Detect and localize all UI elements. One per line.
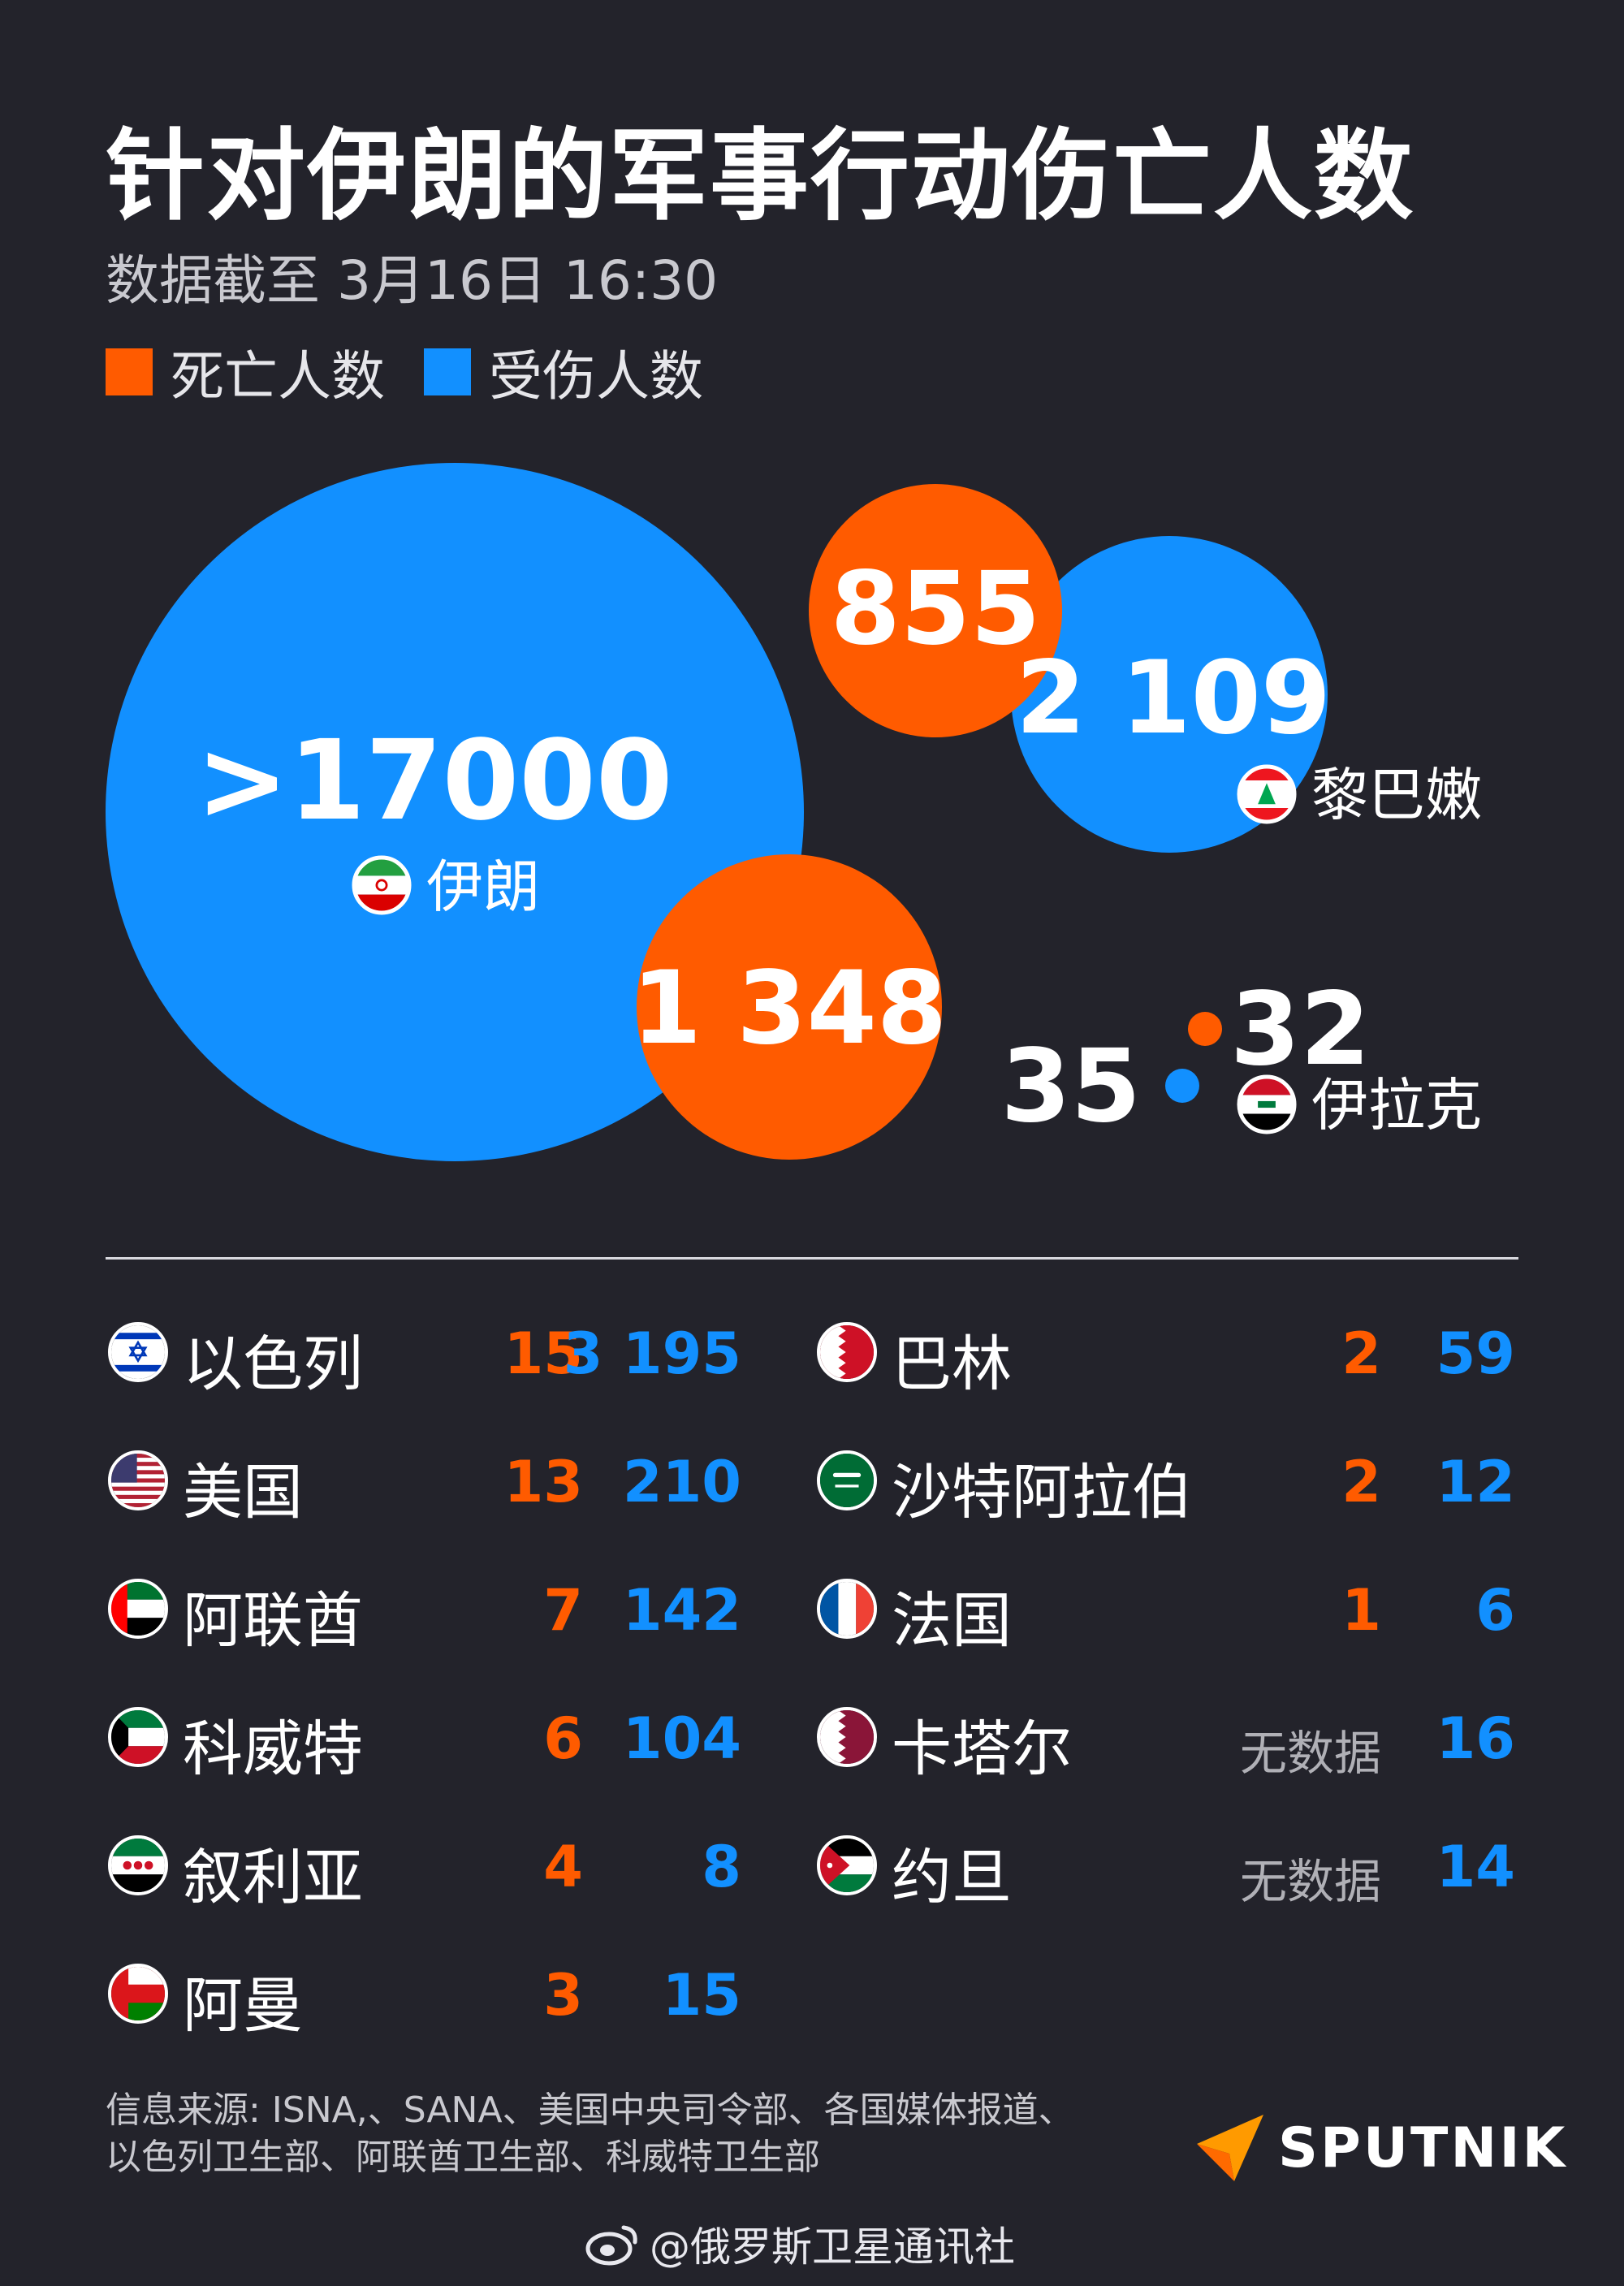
country-name: 巴林 — [892, 1329, 1012, 1399]
sputnik-wordmark: SPUTNIK — [1278, 2115, 1568, 2180]
table-row: 卡塔尔 无数据 16 — [817, 1692, 1531, 1784]
syria-flag-icon — [108, 1835, 168, 1895]
table-row: 科威特 6 104 — [108, 1692, 823, 1784]
chart-legend: 死亡人数 受伤人数 — [106, 339, 742, 408]
injured-value: 15 — [662, 1962, 741, 2029]
country-name: 叙利亚 — [183, 1843, 363, 1912]
lebanon-flag-icon — [1237, 764, 1297, 824]
deaths-value: 1 — [1341, 1577, 1381, 1644]
label-iran: 伊朗 — [426, 853, 540, 920]
table-row: 以色列 15 3 195 — [108, 1307, 823, 1399]
france-flag-icon — [817, 1579, 877, 1639]
table-row: 美国 13 210 — [108, 1436, 823, 1528]
table-row: 沙特阿拉伯 2 12 — [817, 1436, 1531, 1528]
value-lebanon-injured: 2 109 — [1016, 640, 1331, 757]
iran-flag-icon — [352, 855, 412, 915]
table-row: 约旦 无数据 14 — [817, 1821, 1531, 1912]
legend-deaths: 死亡人数 — [106, 333, 385, 411]
watermark-text: @俄罗斯卫星通讯社 — [650, 2223, 1015, 2271]
saudi-flag-icon — [817, 1450, 877, 1510]
legend-injured-swatch — [424, 348, 471, 395]
deaths-value: 15 — [503, 1320, 583, 1387]
value-iraq-deaths: 32 — [1230, 971, 1371, 1088]
injured-value: 8 — [702, 1834, 741, 1900]
bubble-iraq-injured — [1165, 1069, 1199, 1103]
injured-value: 210 — [622, 1449, 741, 1515]
table-row: 阿曼 3 15 — [108, 1949, 823, 2041]
injured-value: 59 — [1436, 1320, 1515, 1387]
injured-value: 104 — [622, 1705, 741, 1772]
qatar-flag-icon — [817, 1707, 877, 1767]
country-name: 以色列 — [183, 1329, 363, 1399]
weibo-watermark: @俄罗斯卫星通讯社 — [585, 2215, 1015, 2272]
country-name: 科威特 — [183, 1714, 363, 1784]
source-note: 信息来源: ISNA,、SANA、美国中央司令部、各国媒体报道、 以色列卫生部、… — [106, 2087, 1161, 2181]
jordan-flag-icon — [817, 1835, 877, 1895]
deaths-value: 无数据 — [1239, 1854, 1381, 1909]
kuwait-flag-icon — [108, 1707, 168, 1767]
country-name: 阿联酋 — [183, 1586, 363, 1656]
deaths-value: 2 — [1341, 1320, 1381, 1387]
table-row: 阿联酋 7 142 — [108, 1564, 823, 1656]
injured-value: 142 — [622, 1577, 741, 1644]
page-title: 针对伊朗的军事行动伤亡人数 — [106, 119, 1415, 234]
uae-flag-icon — [108, 1579, 168, 1639]
deaths-value: 3 — [543, 1962, 583, 2029]
label-iraq: 伊拉克 — [1311, 1072, 1482, 1139]
legend-deaths-swatch — [106, 348, 153, 395]
injured-value: 16 — [1436, 1705, 1515, 1772]
injured-value: 3 195 — [563, 1320, 741, 1387]
table-row: 巴林 2 59 — [817, 1307, 1531, 1399]
bahrain-flag-icon — [817, 1322, 877, 1382]
deaths-value: 4 — [543, 1834, 583, 1900]
deaths-value: 7 — [543, 1577, 583, 1644]
oman-flag-icon — [108, 1964, 168, 2024]
bubble-iran-injured — [106, 463, 804, 1161]
weibo-icon — [585, 2225, 637, 2266]
label-lebanon: 黎巴嫩 — [1311, 762, 1482, 828]
injured-value: 12 — [1436, 1449, 1515, 1515]
legend-deaths-label: 死亡人数 — [171, 345, 385, 408]
country-name: 美国 — [183, 1458, 303, 1528]
country-name: 沙特阿拉伯 — [892, 1458, 1192, 1528]
value-iran-deaths: 1 348 — [632, 950, 947, 1067]
page-subtitle: 数据截至 3月16日 16:30 — [106, 249, 719, 312]
country-name: 约旦 — [892, 1843, 1012, 1912]
legend-injured-label: 受伤人数 — [489, 345, 703, 408]
source-line-2: 以色列卫生部、阿联酋卫生部、科威特卫生部 — [106, 2137, 820, 2178]
table-row: 叙利亚 4 8 — [108, 1821, 823, 1912]
bubble-iran-deaths — [637, 854, 942, 1160]
injured-value: 14 — [1436, 1834, 1515, 1900]
bubble-lebanon-deaths — [809, 484, 1062, 737]
country-name: 卡塔尔 — [892, 1714, 1072, 1784]
sputnik-logo: SPUTNIK — [1194, 2111, 1567, 2184]
legend-injured: 受伤人数 — [424, 333, 703, 411]
iraq-flag-icon — [1237, 1074, 1297, 1134]
source-line-1: 信息来源: ISNA,、SANA、美国中央司令部、各国媒体报道、 — [106, 2089, 1074, 2131]
israel-flag-icon — [108, 1322, 168, 1382]
country-name: 法国 — [892, 1586, 1012, 1656]
value-iraq-injured: 35 — [1000, 1028, 1141, 1145]
deaths-value: 2 — [1341, 1449, 1381, 1515]
injured-value: 6 — [1475, 1577, 1515, 1644]
sputnik-logo-icon — [1197, 2115, 1263, 2181]
country-name: 阿曼 — [183, 1971, 303, 2041]
bubble-iraq-deaths — [1188, 1012, 1222, 1046]
section-divider — [106, 1257, 1518, 1260]
usa-flag-icon — [108, 1450, 168, 1510]
deaths-value: 6 — [543, 1705, 583, 1772]
value-lebanon-deaths: 855 — [831, 551, 1041, 668]
table-row: 法国 1 6 — [817, 1564, 1531, 1656]
value-iran-injured: >17000 — [196, 717, 672, 845]
deaths-value: 13 — [503, 1449, 583, 1515]
deaths-value: 无数据 — [1239, 1726, 1381, 1781]
